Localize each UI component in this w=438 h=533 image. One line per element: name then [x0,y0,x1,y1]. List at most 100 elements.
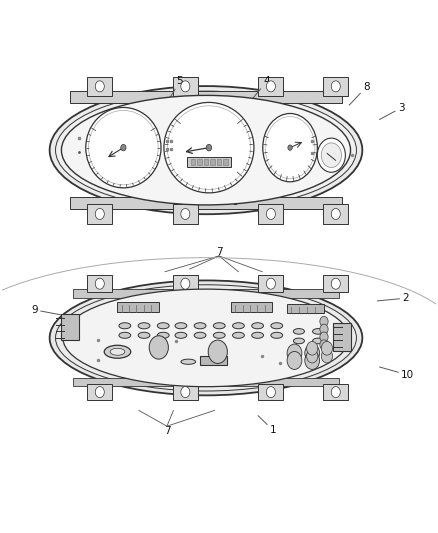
FancyBboxPatch shape [173,205,198,223]
FancyBboxPatch shape [323,77,348,96]
Circle shape [95,81,104,92]
FancyBboxPatch shape [173,77,198,96]
Bar [61,314,79,340]
Bar [197,159,201,165]
Text: 3: 3 [379,103,405,119]
Ellipse shape [63,289,349,386]
Ellipse shape [56,285,357,391]
FancyBboxPatch shape [173,276,198,292]
Text: 10: 10 [379,367,414,380]
Ellipse shape [194,332,206,338]
FancyBboxPatch shape [87,205,112,223]
Ellipse shape [167,106,251,189]
Circle shape [321,143,342,167]
Bar [231,302,272,312]
Ellipse shape [233,322,244,329]
FancyBboxPatch shape [258,77,283,96]
Circle shape [95,208,104,220]
Circle shape [266,208,276,220]
Ellipse shape [104,345,131,358]
Ellipse shape [164,102,254,193]
Text: 8: 8 [349,82,370,105]
Circle shape [206,144,212,151]
Ellipse shape [293,328,304,334]
Ellipse shape [119,322,131,329]
Ellipse shape [110,348,125,355]
Circle shape [320,340,328,350]
Text: 2: 2 [378,293,409,303]
Text: 4: 4 [249,76,270,102]
Bar [73,289,339,298]
Circle shape [321,342,332,355]
Circle shape [181,81,190,92]
Ellipse shape [213,332,225,338]
Bar [70,197,342,209]
Ellipse shape [313,328,324,334]
Ellipse shape [49,280,362,395]
FancyBboxPatch shape [323,205,348,223]
Bar [210,159,215,165]
Ellipse shape [213,322,225,329]
Circle shape [307,342,318,355]
Ellipse shape [175,322,187,329]
Circle shape [149,336,168,359]
Circle shape [331,386,340,398]
FancyBboxPatch shape [87,276,112,292]
Text: 6: 6 [221,179,237,207]
Circle shape [95,386,104,398]
Ellipse shape [119,332,131,338]
Ellipse shape [175,332,187,338]
Bar [333,322,350,351]
Circle shape [287,344,302,362]
Ellipse shape [56,91,357,209]
Ellipse shape [233,332,244,338]
Circle shape [181,386,190,398]
Ellipse shape [49,86,362,214]
Circle shape [307,349,318,363]
Ellipse shape [86,108,161,188]
Circle shape [318,138,346,172]
FancyBboxPatch shape [258,384,283,400]
Text: 7: 7 [215,247,223,257]
Circle shape [287,351,302,369]
Circle shape [331,208,340,220]
Bar [204,159,208,165]
Circle shape [95,278,104,289]
Ellipse shape [252,322,264,329]
Circle shape [331,81,340,92]
Ellipse shape [252,332,264,338]
Bar [200,356,226,365]
Circle shape [321,349,332,363]
FancyBboxPatch shape [323,384,348,400]
Circle shape [320,332,328,342]
Ellipse shape [263,114,318,182]
Circle shape [266,278,276,289]
Circle shape [320,317,328,326]
Ellipse shape [138,332,150,338]
Ellipse shape [293,338,304,344]
Circle shape [181,278,190,289]
Ellipse shape [194,322,206,329]
Circle shape [288,145,292,150]
Text: 1: 1 [258,416,276,435]
Ellipse shape [157,332,169,338]
Bar [187,157,230,167]
Bar [73,378,339,386]
Circle shape [121,144,126,151]
Bar [70,91,342,103]
Ellipse shape [157,322,169,329]
Ellipse shape [271,332,283,338]
Bar [217,159,221,165]
Circle shape [181,208,190,220]
FancyBboxPatch shape [258,205,283,223]
Bar [223,159,227,165]
Bar [287,304,324,313]
Ellipse shape [265,117,315,179]
FancyBboxPatch shape [173,384,198,400]
FancyBboxPatch shape [258,276,283,292]
Bar [117,302,159,312]
Text: 5: 5 [167,76,183,102]
Ellipse shape [138,322,150,329]
Ellipse shape [181,359,196,365]
Text: 7: 7 [164,426,170,437]
